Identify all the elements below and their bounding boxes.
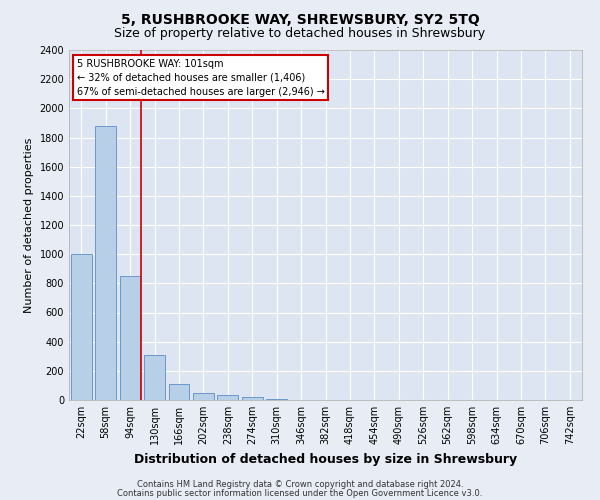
Bar (217, 395, 238, 400)
Y-axis label: Number of detached properties: Number of detached properties (24, 138, 34, 312)
Bar (169, 384, 190, 400)
Bar (95, 126, 116, 400)
Bar (71, 254, 92, 400)
Text: 5, RUSHBROOKE WAY, SHREWSBURY, SY2 5TQ: 5, RUSHBROOKE WAY, SHREWSBURY, SY2 5TQ (121, 12, 479, 26)
Bar (144, 355, 165, 400)
Bar (193, 394, 214, 400)
Text: Contains public sector information licensed under the Open Government Licence v3: Contains public sector information licen… (118, 489, 482, 498)
Bar (119, 276, 140, 400)
Text: Size of property relative to detached houses in Shrewsbury: Size of property relative to detached ho… (115, 28, 485, 40)
Bar (266, 398, 287, 400)
Bar (242, 397, 263, 400)
Text: 5 RUSHBROOKE WAY: 101sqm
← 32% of detached houses are smaller (1,406)
67% of sem: 5 RUSHBROOKE WAY: 101sqm ← 32% of detach… (77, 58, 325, 97)
X-axis label: Distribution of detached houses by size in Shrewsbury: Distribution of detached houses by size … (134, 452, 517, 466)
Text: Contains HM Land Registry data © Crown copyright and database right 2024.: Contains HM Land Registry data © Crown c… (137, 480, 463, 489)
